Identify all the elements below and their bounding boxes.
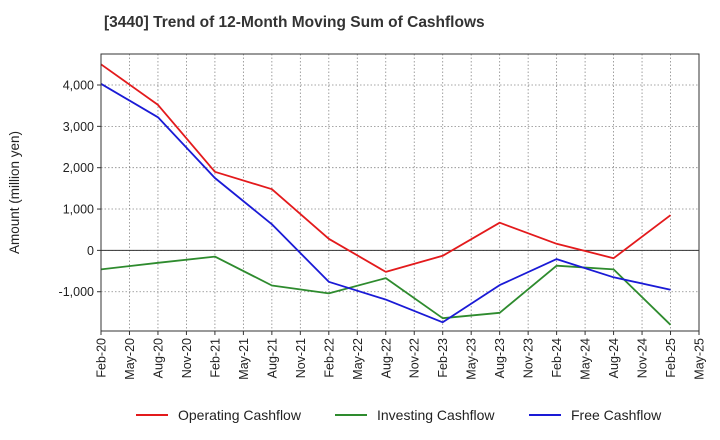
x-axis-ticks: Feb-20 May-20 Aug-20 Nov-20 Feb-21 May-21 Aug-… [95,331,707,380]
x-tick-label: Aug-21 [265,338,279,378]
x-tick-label: Feb-20 [95,338,109,378]
legend-label: Free Cashflow [571,407,662,423]
series-lines [100,63,672,326]
y-tick-label: 2,000 [63,161,94,175]
legend-label: Operating Cashflow [178,407,302,423]
x-tick-label: Feb-21 [208,338,222,378]
x-tick-label: May-23 [465,338,479,380]
x-tick-label: Nov-23 [522,338,536,378]
y-tick-label: -1,000 [59,285,94,299]
series-line-operating-cashflow [100,63,672,273]
legend: Operating Cashflow Investing Cashflow Free… [136,407,662,423]
x-tick-label: Aug-22 [379,338,393,378]
y-axis-ticks: 4,000 3,000 2,000 1,000 0 -1,000 [59,79,101,299]
x-tick-label: Feb-24 [550,338,564,378]
y-tick-label: 3,000 [63,120,94,134]
x-tick-label: May-25 [693,338,707,380]
x-tick-label: May-20 [123,338,137,380]
x-tick-label: Aug-24 [607,338,621,378]
series-line-investing-cashflow [100,255,672,326]
x-tick-label: Aug-23 [493,338,507,378]
plot-frame [100,53,700,332]
y-tick-label: 1,000 [63,203,94,217]
x-tick-label: Feb-25 [664,338,678,378]
y-tick-label: 0 [87,244,94,258]
x-tick-label: May-24 [579,338,593,380]
legend-label: Investing Cashflow [377,407,495,423]
x-tick-label: May-21 [237,338,251,380]
x-tick-label: May-22 [351,338,365,380]
series-line-free-cashflow [100,83,671,324]
x-tick-label: Feb-22 [322,338,336,378]
y-axis-title: Amount (million yen) [7,131,22,254]
x-tick-label: Nov-22 [408,338,422,378]
grid-lines [100,54,700,331]
y-tick-label: 4,000 [63,79,94,93]
x-tick-label: Aug-20 [151,338,165,378]
x-tick-label: Nov-21 [294,338,308,378]
x-tick-label: Nov-20 [180,338,194,378]
x-tick-label: Feb-23 [436,338,450,378]
chart-title: [3440] Trend of 12-Month Moving Sum of C… [104,14,485,31]
x-tick-label: Nov-24 [636,338,650,378]
